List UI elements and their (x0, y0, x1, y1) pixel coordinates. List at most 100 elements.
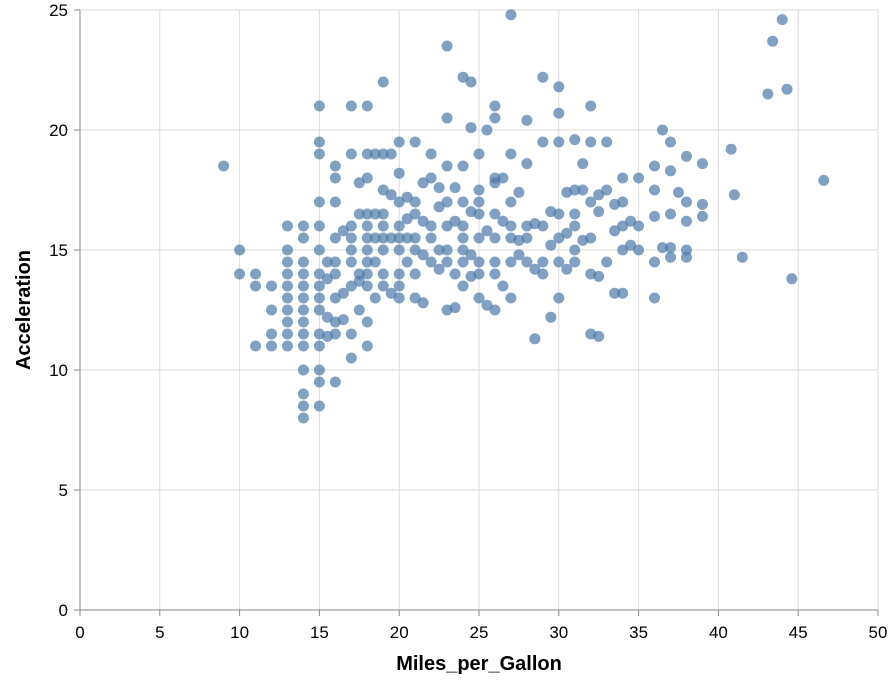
data-point (281, 256, 293, 268)
grid-lines (79, 9, 879, 611)
data-point (433, 201, 445, 213)
data-point (489, 100, 501, 112)
data-point (297, 412, 309, 424)
data-point (297, 280, 309, 292)
data-point (297, 328, 309, 340)
data-point (593, 270, 605, 282)
data-point (337, 225, 349, 237)
y-tick-label: 20 (49, 121, 68, 140)
data-point (393, 167, 405, 179)
data-point (649, 256, 661, 268)
data-point (409, 136, 421, 148)
data-point (393, 220, 405, 232)
data-point (361, 172, 373, 184)
data-point (401, 191, 413, 203)
data-point (385, 189, 397, 201)
data-point (361, 208, 373, 220)
data-point (680, 196, 692, 208)
data-point (665, 165, 677, 177)
data-point (665, 208, 677, 220)
data-point (313, 196, 325, 208)
data-point (657, 124, 669, 136)
data-point (361, 100, 373, 112)
data-point (537, 136, 549, 148)
data-point (633, 220, 645, 232)
data-point (457, 280, 469, 292)
data-point (529, 333, 541, 345)
data-point (665, 242, 677, 254)
data-point (281, 220, 293, 232)
data-point (361, 244, 373, 256)
data-point (449, 268, 461, 280)
data-point (425, 220, 437, 232)
data-point (625, 215, 637, 227)
data-point (521, 256, 533, 268)
data-point (473, 268, 485, 280)
data-point (353, 177, 365, 189)
data-point (585, 232, 597, 244)
data-point (433, 182, 445, 194)
data-point (680, 215, 692, 227)
data-point (465, 76, 477, 88)
data-point (609, 225, 621, 237)
data-point (401, 232, 413, 244)
data-point (776, 14, 788, 26)
data-point (313, 304, 325, 316)
x-tick-label: 40 (709, 623, 728, 642)
data-point (393, 280, 405, 292)
data-point (281, 304, 293, 316)
data-point (425, 148, 437, 160)
data-point (353, 208, 365, 220)
data-point (657, 242, 669, 254)
data-point (593, 206, 605, 218)
data-point (393, 292, 405, 304)
data-point (281, 292, 293, 304)
data-point (329, 376, 341, 388)
data-point (497, 172, 509, 184)
data-point (585, 100, 597, 112)
data-point (481, 225, 493, 237)
data-point (425, 256, 437, 268)
data-point (553, 81, 565, 93)
data-point (725, 143, 737, 155)
data-point (457, 220, 469, 232)
data-point (553, 256, 565, 268)
data-point (617, 172, 629, 184)
data-point (449, 215, 461, 227)
data-point (545, 239, 557, 251)
data-point (457, 71, 469, 83)
data-point (441, 220, 453, 232)
data-point (313, 340, 325, 352)
data-point (250, 268, 262, 280)
data-point (537, 220, 549, 232)
data-point (497, 215, 509, 227)
data-point (377, 148, 389, 160)
data-point (649, 184, 661, 196)
data-point (369, 208, 381, 220)
data-point (313, 400, 325, 412)
data-point (489, 232, 501, 244)
data-point (696, 158, 708, 170)
data-point (457, 196, 469, 208)
data-point (313, 364, 325, 376)
data-point (569, 134, 581, 146)
data-point (553, 292, 565, 304)
data-point (297, 304, 309, 316)
y-tick-label: 10 (49, 361, 68, 380)
data-point (345, 148, 357, 160)
data-point (393, 244, 405, 256)
data-point (409, 196, 421, 208)
data-point (329, 328, 341, 340)
data-point (505, 292, 517, 304)
y-tick-label: 15 (49, 241, 68, 260)
data-point (505, 220, 517, 232)
data-point (313, 292, 325, 304)
data-point (505, 196, 517, 208)
data-point (409, 244, 421, 256)
data-point (369, 292, 381, 304)
data-point (441, 244, 453, 256)
data-point (361, 148, 373, 160)
data-point (649, 210, 661, 222)
data-point (609, 287, 621, 299)
data-point (649, 292, 661, 304)
